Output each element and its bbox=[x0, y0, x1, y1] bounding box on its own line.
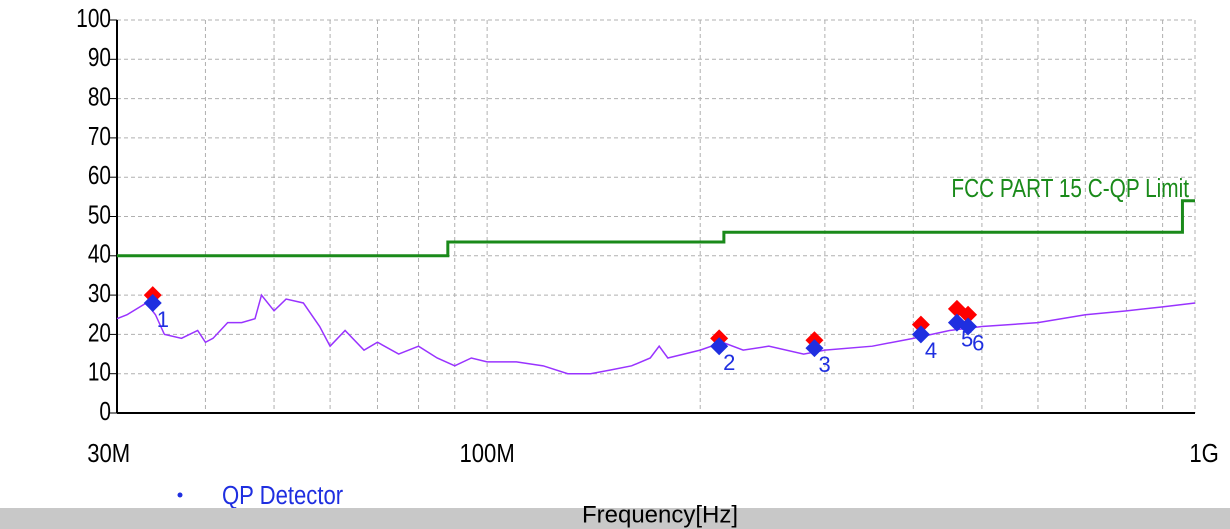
marker-label: 1 bbox=[157, 307, 169, 332]
marker bbox=[911, 315, 930, 334]
marker bbox=[710, 337, 729, 356]
marker-label: 6 bbox=[972, 330, 984, 355]
marker-label: 2 bbox=[723, 350, 735, 375]
series-line bbox=[116, 293, 1196, 375]
x-tick-label: 100M bbox=[460, 439, 515, 468]
y-tick-label: 40 bbox=[88, 239, 111, 268]
y-tick-label: 90 bbox=[88, 43, 111, 72]
y-tick-label: 30 bbox=[88, 279, 111, 308]
y-tick-label: 80 bbox=[88, 82, 111, 111]
bottom-bar bbox=[0, 508, 1230, 529]
legend-label: QP Detector bbox=[222, 481, 343, 510]
legend-dot bbox=[177, 492, 183, 498]
marker bbox=[805, 339, 824, 358]
marker bbox=[143, 293, 162, 312]
y-tick-label: 50 bbox=[88, 200, 111, 229]
marker-label: 3 bbox=[818, 352, 830, 377]
marker bbox=[959, 305, 978, 324]
marker bbox=[959, 317, 978, 336]
x-tick-label: 30M bbox=[87, 439, 130, 468]
series-label: FCC PART 15 C-QP Limit bbox=[951, 174, 1189, 203]
marker bbox=[911, 325, 930, 344]
y-tick-label: 20 bbox=[88, 318, 111, 347]
y-tick-label: 100 bbox=[76, 4, 111, 33]
x-axis-label: Frequency[Hz] bbox=[582, 501, 738, 528]
y-tick-label: 70 bbox=[88, 122, 111, 151]
series-line bbox=[117, 199, 1195, 258]
y-tick-label: 0 bbox=[99, 397, 111, 426]
y-tick-label: 60 bbox=[88, 161, 111, 190]
y-tick-label: 10 bbox=[88, 357, 111, 386]
marker-label: 4 bbox=[925, 338, 937, 363]
x-tick-label: 1G bbox=[1189, 439, 1218, 468]
